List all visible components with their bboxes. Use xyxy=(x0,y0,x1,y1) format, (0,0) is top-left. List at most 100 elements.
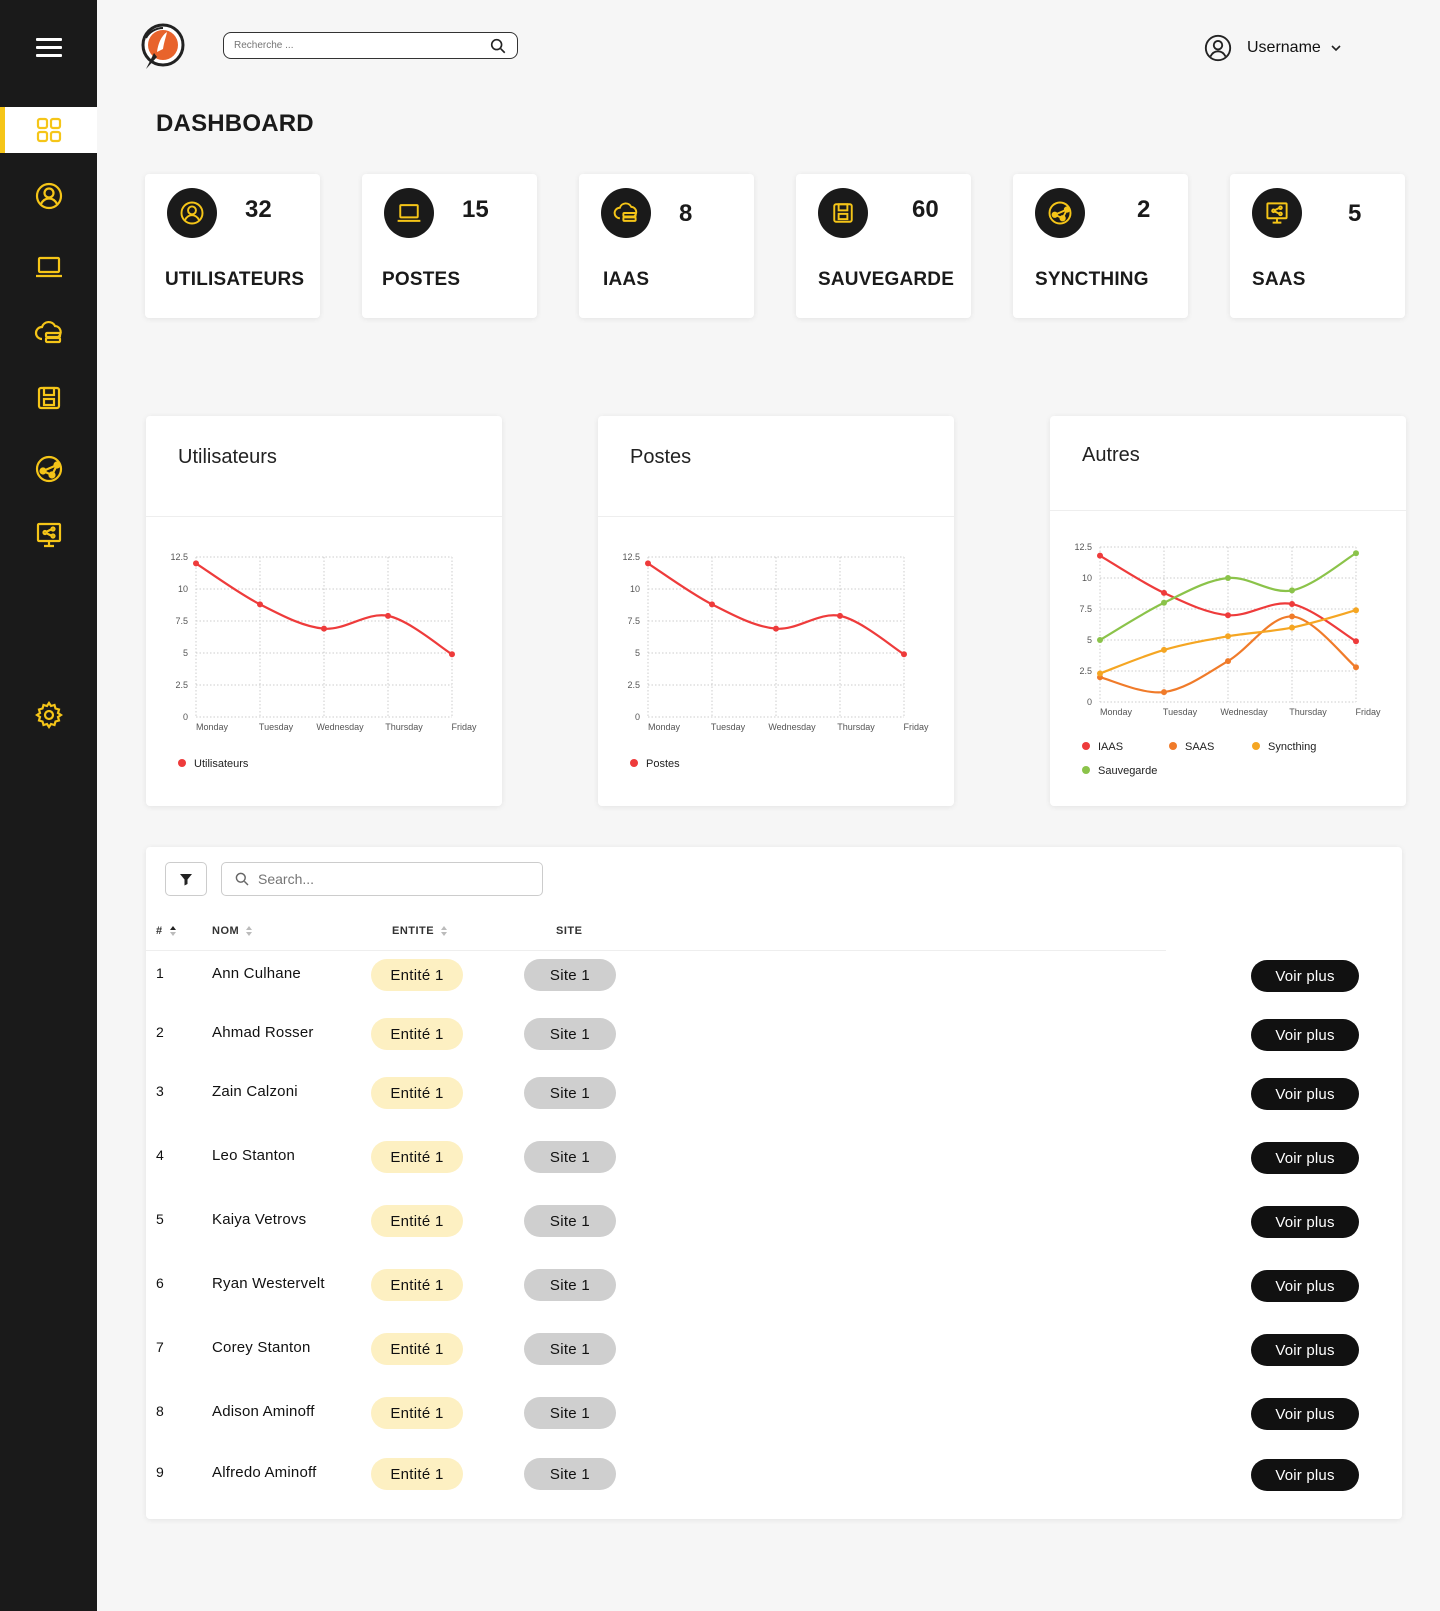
y-tick-label: 10 xyxy=(178,584,188,594)
chart-autres: 0 2.5 5 7.5 10 12.5 Monday Tuesday Wednesday Thur… xyxy=(1074,542,1381,777)
menu-icon[interactable] xyxy=(36,38,62,60)
search-icon[interactable] xyxy=(489,37,507,55)
row-name: Leo Stanton xyxy=(212,1147,296,1164)
data-point xyxy=(1225,633,1231,640)
stat-value: 32 xyxy=(245,196,272,223)
voir-plus-button[interactable]: Voir plus xyxy=(1251,1459,1359,1491)
table-row: 4 Leo Stanton Entité 1 Site 1 Voir plus xyxy=(146,1137,1402,1177)
y-tick-label: 12.5 xyxy=(1074,542,1092,552)
voir-plus-button[interactable]: Voir plus xyxy=(1251,1398,1359,1430)
column-header-nom[interactable]: NOM xyxy=(212,925,253,937)
y-tick-label: 2.5 xyxy=(1079,666,1092,676)
row-index: 9 xyxy=(156,1464,164,1480)
data-point xyxy=(257,601,263,608)
sidebar-item-sauvegarde[interactable] xyxy=(0,375,97,421)
y-tick-label: 10 xyxy=(630,584,640,594)
row-name: Alfredo Aminoff xyxy=(212,1464,317,1481)
voir-plus-button[interactable]: Voir plus xyxy=(1251,960,1359,992)
sort-asc-icon xyxy=(169,926,176,936)
sidebar-item-settings[interactable] xyxy=(0,692,97,738)
x-tick-label: Friday xyxy=(451,722,477,732)
x-tick-label: Friday xyxy=(903,722,929,732)
save-icon xyxy=(818,188,868,238)
sidebar-item-iaas[interactable] xyxy=(0,310,97,356)
column-header-label: # xyxy=(156,925,163,937)
stat-card-utilisateurs[interactable]: 32 UTILISATEURS xyxy=(145,174,320,318)
chart-title: Utilisateurs xyxy=(178,446,277,468)
table-row: 6 Ryan Westervelt Entité 1 Site 1 Voir p… xyxy=(146,1265,1402,1305)
table-row: 8 Adison Aminoff Entité 1 Site 1 Voir pl… xyxy=(146,1393,1402,1433)
legend-marker xyxy=(1082,766,1090,774)
voir-plus-button[interactable]: Voir plus xyxy=(1251,1142,1359,1174)
voir-plus-button[interactable]: Voir plus xyxy=(1251,1078,1359,1110)
data-point xyxy=(1353,638,1359,645)
site-badge: Site 1 xyxy=(524,1018,616,1050)
stat-label: SYNCTHING xyxy=(1035,269,1149,290)
voir-plus-button[interactable]: Voir plus xyxy=(1251,1334,1359,1366)
voir-plus-button[interactable]: Voir plus xyxy=(1251,1019,1359,1051)
x-tick-label: Thursday xyxy=(385,722,423,732)
cloud-server-icon xyxy=(34,320,62,344)
chart-card-utilisateurs: Utilisateurs 0 2.5 5 7.5 10 12.5 Monday Tuesday… xyxy=(146,416,502,806)
user-avatar-icon xyxy=(1204,34,1232,62)
stat-card-postes[interactable]: 15 POSTES xyxy=(362,174,537,318)
table-search-input[interactable] xyxy=(258,871,530,887)
y-tick-label: 2.5 xyxy=(175,680,188,690)
stat-card-saas[interactable]: 5 SAAS xyxy=(1230,174,1405,318)
chart-utilisateurs: 0 2.5 5 7.5 10 12.5 Monday Tuesday Wednesday Thur… xyxy=(170,552,477,770)
chevron-down-icon[interactable] xyxy=(1329,41,1343,55)
column-header-index[interactable]: # xyxy=(156,925,177,937)
data-point xyxy=(1225,658,1231,665)
data-point xyxy=(1097,670,1103,677)
x-tick-label: Tuesday xyxy=(259,722,294,732)
entity-badge: Entité 1 xyxy=(371,1397,463,1429)
row-index: 8 xyxy=(156,1403,164,1419)
x-tick-label: Monday xyxy=(1100,707,1133,717)
legend-marker xyxy=(1169,742,1177,750)
y-tick-label: 12.5 xyxy=(622,552,640,562)
data-point xyxy=(709,601,715,608)
column-header-entite[interactable]: ENTITE xyxy=(392,925,448,937)
row-name: Ann Culhane xyxy=(212,965,301,982)
data-point xyxy=(1353,607,1359,614)
data-point xyxy=(1289,624,1295,631)
stat-card-sauvegarde[interactable]: 60 SAUVEGARDE xyxy=(796,174,971,318)
legend-label: IAAS xyxy=(1098,741,1123,753)
voir-plus-button[interactable]: Voir plus xyxy=(1251,1206,1359,1238)
stat-value: 5 xyxy=(1348,200,1362,227)
x-tick-label: Tuesday xyxy=(711,722,746,732)
y-tick-label: 0 xyxy=(1087,697,1092,707)
stat-card-syncthing[interactable]: 2 SYNCTHING xyxy=(1013,174,1188,318)
stat-value: 8 xyxy=(679,200,693,227)
sidebar-item-postes[interactable] xyxy=(0,244,97,290)
x-tick-label: Wednesday xyxy=(768,722,816,732)
entity-badge: Entité 1 xyxy=(371,1269,463,1301)
sidebar-item-saas[interactable] xyxy=(0,512,97,558)
logo xyxy=(141,23,185,69)
x-tick-label: Monday xyxy=(648,722,681,732)
table-row: 2 Ahmad Rosser Entité 1 Site 1 Voir plus xyxy=(146,1014,1402,1054)
stat-card-iaas[interactable]: 8 IAAS xyxy=(579,174,754,318)
header-search-input[interactable] xyxy=(234,40,489,51)
row-index: 2 xyxy=(156,1024,164,1040)
legend-label: Postes xyxy=(646,758,680,770)
row-name: Zain Calzoni xyxy=(212,1083,298,1100)
legend-label: Sauvegarde xyxy=(1098,765,1157,777)
user-circle-icon xyxy=(167,188,217,238)
voir-plus-button[interactable]: Voir plus xyxy=(1251,1270,1359,1302)
table-search[interactable] xyxy=(221,862,543,896)
sidebar-item-syncthing[interactable] xyxy=(0,446,97,492)
user-menu[interactable]: Username xyxy=(1203,33,1343,63)
site-badge: Site 1 xyxy=(524,1141,616,1173)
y-tick-label: 7.5 xyxy=(1079,604,1092,614)
data-point xyxy=(1161,599,1167,606)
series-line xyxy=(647,562,905,656)
y-tick-label: 5 xyxy=(635,648,640,658)
sidebar-item-users[interactable] xyxy=(0,173,97,219)
data-point xyxy=(321,625,327,632)
sidebar-item-dashboard[interactable] xyxy=(0,107,97,153)
header-search[interactable] xyxy=(223,32,518,59)
data-point xyxy=(837,612,843,619)
y-tick-label: 7.5 xyxy=(175,616,188,626)
filter-button[interactable] xyxy=(165,862,207,896)
